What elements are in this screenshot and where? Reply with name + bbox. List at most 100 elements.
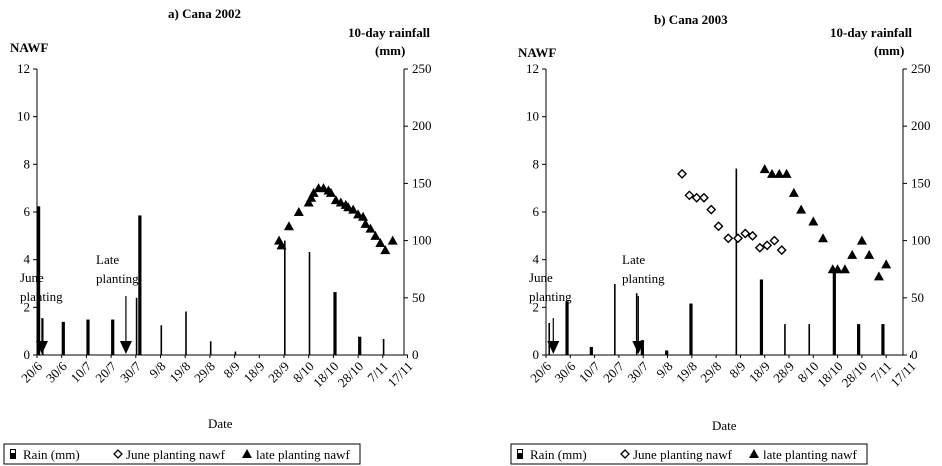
rain-bar-b [808, 324, 811, 355]
x-tick-label-b: 28/9 [770, 359, 797, 386]
x-tick-label-a: 28/10 [335, 359, 367, 391]
late-planting-point-b [873, 271, 884, 281]
late-planting-point-b [832, 264, 843, 274]
annotation-june-b: June [529, 270, 553, 285]
left-tick-label-b: 12 [526, 61, 539, 76]
annotation-late-b: planting [622, 271, 665, 286]
rain-bar-a [234, 351, 237, 355]
rain-bar-a [209, 341, 212, 355]
legend-rain-label-b: Rain (mm) [530, 447, 587, 462]
left-tick-label-b: 0 [533, 347, 540, 362]
annotation-june-a: June [20, 270, 44, 285]
june-planting-point-b [706, 204, 717, 215]
left-tick-label-b: 2 [533, 299, 540, 314]
left-tick-label-b: 4 [533, 252, 540, 267]
right-tick-label-a: 50 [412, 290, 425, 305]
left-axis-title-b: NAWF [518, 45, 556, 60]
legend-late-marker-a [242, 449, 252, 458]
x-tick-label-a: 20/7 [92, 358, 119, 385]
legend-june-marker-a [113, 449, 123, 459]
late-planting-point-b [856, 235, 867, 245]
x-tick-label-a: 18/10 [310, 359, 342, 391]
right-tick-label-a: 150 [412, 175, 432, 190]
rain-bar-b [689, 303, 693, 355]
legend-box-a [3, 443, 361, 465]
rain-bar-a [61, 321, 65, 355]
x-tick-label-b: 10/7 [576, 358, 603, 385]
right-tick-label-b: 250 [911, 61, 931, 76]
late-planting-point-b [774, 168, 785, 178]
rain-bar-a [308, 252, 311, 355]
panel-a: a) Cana 2002 NAWF 10-day rainfall (mm) D… [10, 6, 432, 431]
x-tick-label-a: 18/9 [240, 359, 267, 386]
legend-late-label-b: late planting nawf [763, 447, 858, 462]
late-planting-point-a [370, 230, 381, 240]
june-planting-point-b [713, 221, 724, 232]
annotation-arrow-head-a [119, 341, 132, 354]
annotation-arrow-head-b [547, 341, 560, 354]
x-tick-label-b: 18/9 [746, 359, 773, 386]
rain-bar-a [160, 325, 163, 355]
legend-rain-swatch-b [517, 449, 523, 459]
june-planting-point-b [740, 228, 751, 239]
left-tick-label-a: 0 [24, 347, 31, 362]
late-planting-point-a [318, 183, 329, 193]
late-planting-point-a [283, 221, 294, 231]
x-tick-label-b: 29/8 [697, 359, 724, 386]
right-axis-title-b-line1: 10-day rainfall [830, 25, 912, 40]
june-planting-point-b [723, 233, 734, 244]
x-axis-title-a: Date [208, 416, 233, 431]
left-tick-label-a: 12 [17, 61, 30, 76]
x-tick-label-b: 9/8 [653, 359, 675, 381]
right-tick-label-b: 0 [911, 347, 918, 362]
chart-title-a: a) Cana 2002 [168, 6, 241, 21]
late-planting-point-b [839, 264, 850, 274]
late-planting-point-b [766, 168, 777, 178]
annotation-late-a: Late [96, 252, 119, 267]
x-tick-label-a: 10/7 [68, 358, 95, 385]
late-planting-point-b [759, 164, 770, 174]
late-planting-point-b [881, 259, 892, 269]
x-tick-label-b: 8/9 [726, 359, 748, 381]
annotation-june-a: planting [20, 289, 63, 304]
late-planting-point-a [343, 202, 354, 212]
june-planting-point-b [698, 192, 709, 203]
late-planting-point-a [293, 207, 304, 216]
june-planting-point-b [776, 245, 787, 256]
right-tick-label-b: 150 [911, 175, 931, 190]
rain-bar-a [284, 240, 286, 355]
late-planting-point-a [325, 187, 336, 197]
rain-bar-b [735, 168, 738, 355]
legend-box-b [510, 443, 868, 465]
late-planting-point-b [864, 249, 875, 259]
june-planting-point-b [732, 233, 743, 244]
right-axis-title-b-line2: (mm) [874, 43, 904, 58]
legend-a: Rain (mm) June planting nawf late planti… [3, 443, 361, 465]
right-tick-label-a: 100 [412, 233, 432, 248]
x-tick-label-a: 20/6 [18, 358, 45, 385]
june-planting-point-b [677, 168, 688, 179]
right-tick-label-b: 200 [911, 118, 931, 133]
rain-bar-a [37, 206, 41, 355]
rain-bar-a [382, 338, 385, 355]
late-planting-point-b [796, 204, 807, 214]
left-tick-label-b: 8 [533, 156, 540, 171]
left-tick-label-a: 6 [24, 204, 31, 219]
annotation-late-a: planting [96, 271, 139, 286]
late-planting-point-a [380, 245, 391, 255]
late-planting-point-a [308, 187, 319, 197]
rain-bar-b [635, 293, 638, 355]
legend-june-label-a: June planting nawf [126, 447, 226, 462]
left-tick-label-b: 10 [526, 109, 539, 124]
late-planting-point-b [781, 168, 792, 178]
x-tick-label-a: 30/7 [117, 358, 144, 385]
rain-bar-a [185, 311, 187, 355]
late-planting-point-b [808, 216, 819, 226]
legend-late-label-a: late planting nawf [256, 447, 351, 462]
late-planting-point-a [358, 211, 369, 221]
right-tick-label-a: 0 [412, 347, 419, 362]
right-tick-label-b: 50 [911, 290, 924, 305]
rain-bar-a [111, 319, 115, 355]
late-planting-point-a [375, 237, 386, 247]
